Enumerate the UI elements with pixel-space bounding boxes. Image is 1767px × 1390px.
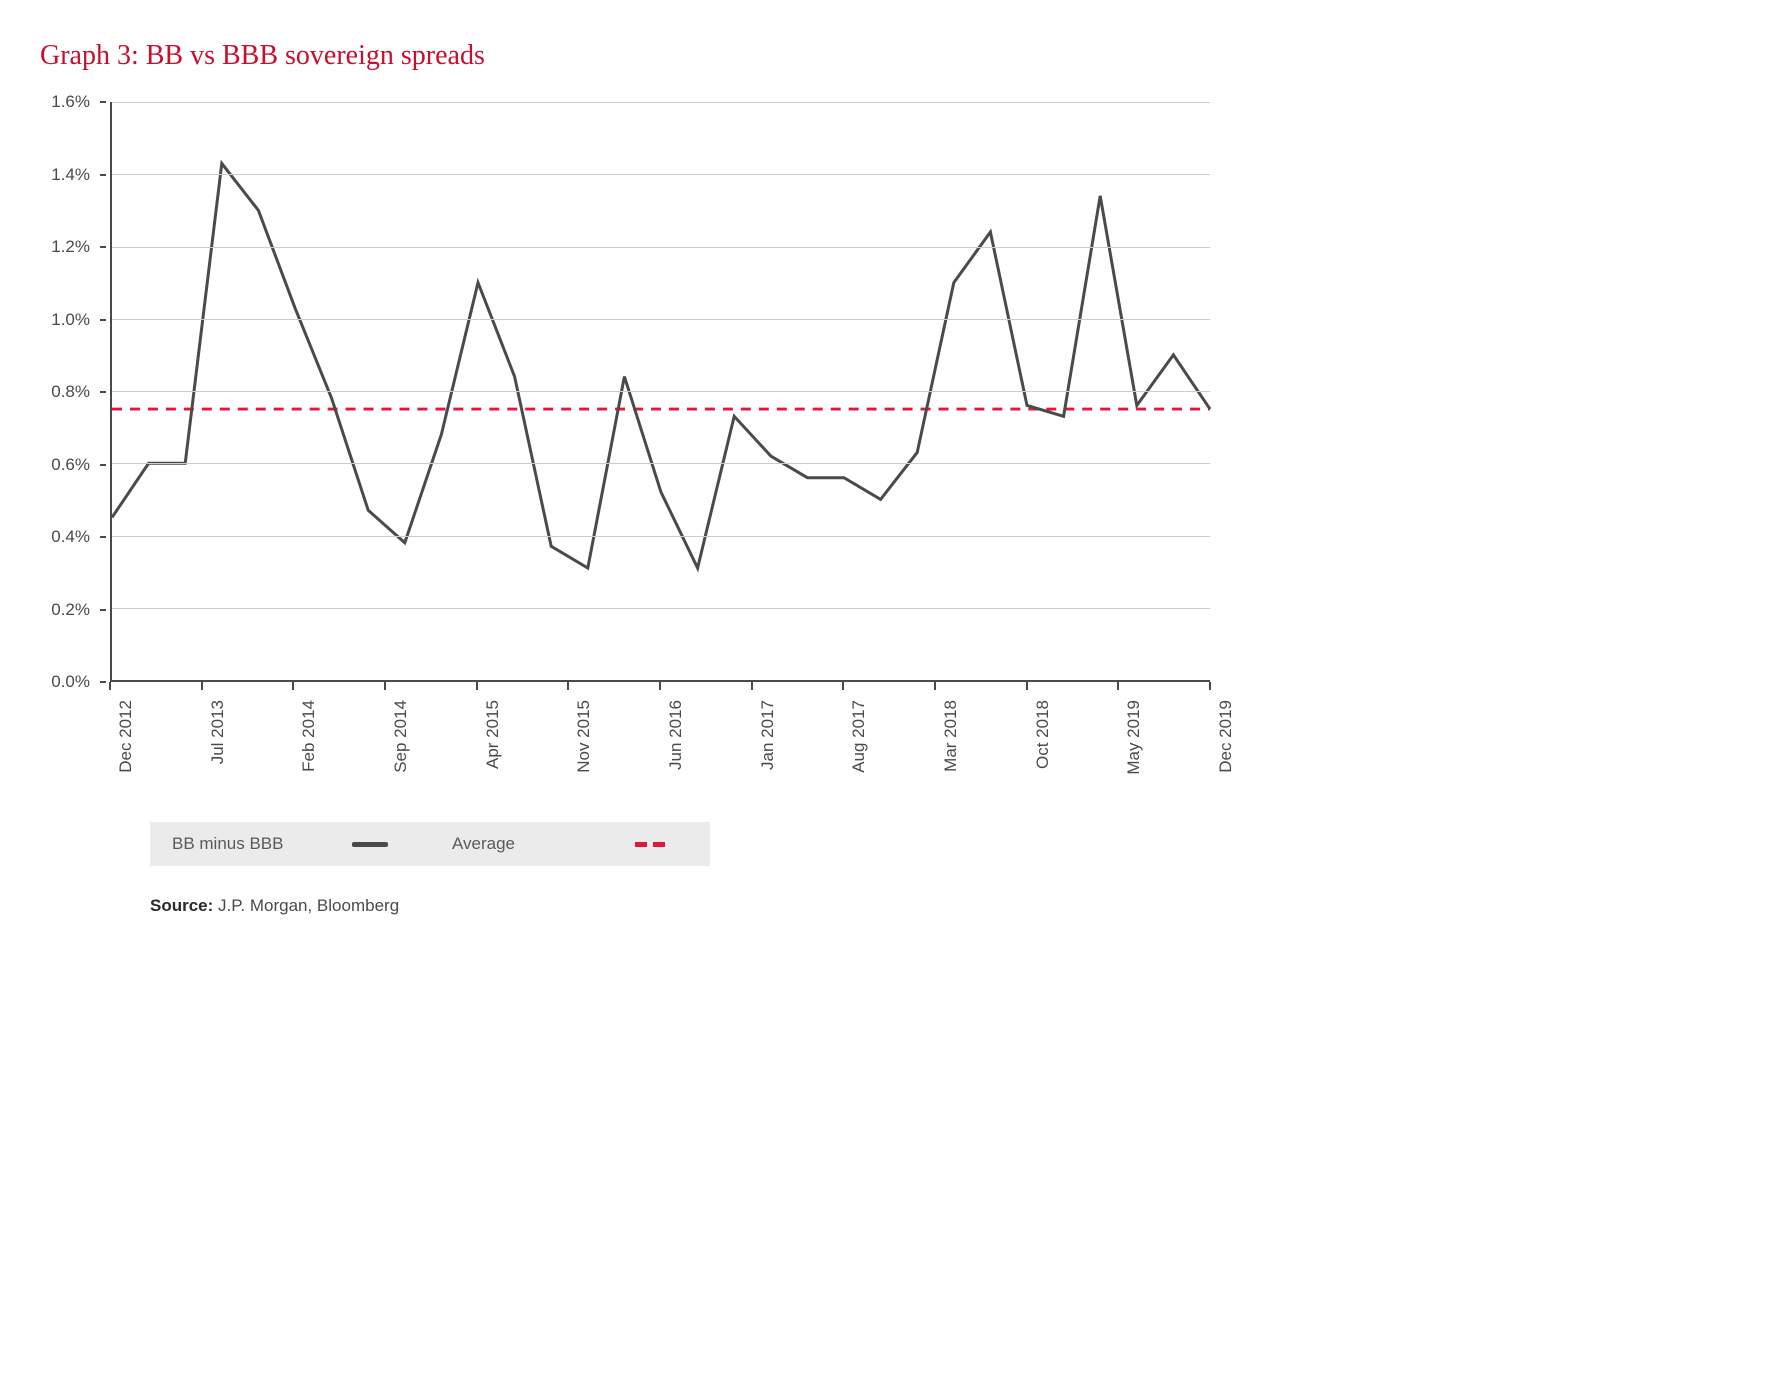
plot-region (110, 102, 1210, 682)
gridline (112, 319, 1210, 320)
x-axis-label: Dec 2019 (1216, 700, 1236, 773)
x-axis-label: Sep 2014 (391, 700, 411, 773)
x-axis-tick (934, 682, 936, 690)
gridline (112, 536, 1210, 537)
solid-line-swatch (352, 842, 388, 847)
x-axis: Dec 2012 Jul 2013 Feb 2014 Sep 2014 Apr 2015… (110, 682, 1210, 822)
x-axis-label: Feb 2014 (299, 700, 319, 772)
y-axis-label: 1.6% (51, 92, 90, 112)
y-axis-tick (100, 319, 106, 321)
legend-item-average: Average (430, 822, 590, 866)
y-axis-tick (100, 609, 106, 611)
y-axis-tick (100, 391, 106, 393)
chart-plot-area: 0.0%0.2%0.4%0.6%0.8%1.0%1.2%1.4%1.6% (110, 102, 1210, 682)
y-axis-label: 0.2% (51, 600, 90, 620)
y-axis-label: 1.2% (51, 237, 90, 257)
x-axis-tick (292, 682, 294, 690)
y-axis-label: 1.0% (51, 310, 90, 330)
x-axis-tick (751, 682, 753, 690)
y-axis-label: 0.4% (51, 527, 90, 547)
legend-swatch-series (310, 822, 430, 866)
y-axis: 0.0%0.2%0.4%0.6%0.8%1.0%1.2%1.4%1.6% (40, 102, 100, 682)
x-axis-tick (201, 682, 203, 690)
y-axis-tick (100, 464, 106, 466)
gridline (112, 391, 1210, 392)
gridline (112, 463, 1210, 464)
x-axis-label: May 2019 (1124, 700, 1144, 775)
source-line: Source: J.P. Morgan, Bloomberg (150, 896, 1220, 916)
x-axis-tick (1026, 682, 1028, 690)
gridline (112, 102, 1210, 103)
source-label: Source: (150, 896, 213, 915)
chart-title: Graph 3: BB vs BBB sovereign spreads (40, 40, 1220, 72)
gridline (112, 174, 1210, 175)
y-axis-tick (100, 681, 106, 683)
x-axis-label: Jun 2016 (666, 700, 686, 770)
x-axis-label: Oct 2018 (1033, 700, 1053, 769)
legend-label-series: BB minus BBB (172, 834, 284, 854)
source-text: J.P. Morgan, Bloomberg (218, 896, 399, 915)
y-axis-label: 0.6% (51, 455, 90, 475)
gridline (112, 247, 1210, 248)
x-axis-label: Mar 2018 (941, 700, 961, 772)
x-axis-label: Jul 2013 (208, 700, 228, 764)
x-axis-tick (659, 682, 661, 690)
x-axis-label: Apr 2015 (483, 700, 503, 769)
y-axis-label: 0.8% (51, 382, 90, 402)
x-axis-tick (384, 682, 386, 690)
legend-item-series: BB minus BBB (150, 822, 310, 866)
y-axis-tick (100, 174, 106, 176)
x-axis-label: Jan 2017 (758, 700, 778, 770)
x-axis-tick (842, 682, 844, 690)
legend: BB minus BBB Average (150, 822, 1220, 866)
x-axis-label: Dec 2012 (116, 700, 136, 773)
gridline (112, 608, 1210, 609)
y-axis-label: 1.4% (51, 165, 90, 185)
x-axis-label: Nov 2015 (574, 700, 594, 773)
x-axis-label: Aug 2017 (849, 700, 869, 773)
x-axis-tick (1209, 682, 1211, 690)
x-axis-tick (109, 682, 111, 690)
x-axis-tick (476, 682, 478, 690)
y-axis-tick (100, 101, 106, 103)
chart-container: Graph 3: BB vs BBB sovereign spreads 0.0… (40, 40, 1220, 916)
series-line (112, 163, 1210, 568)
y-axis-tick (100, 246, 106, 248)
y-axis-tick (100, 536, 106, 538)
legend-label-average: Average (452, 834, 515, 854)
y-axis-label: 0.0% (51, 672, 90, 692)
legend-swatch-average (590, 822, 710, 866)
dashed-line-swatch (635, 842, 665, 847)
x-axis-tick (1117, 682, 1119, 690)
x-axis-tick (567, 682, 569, 690)
